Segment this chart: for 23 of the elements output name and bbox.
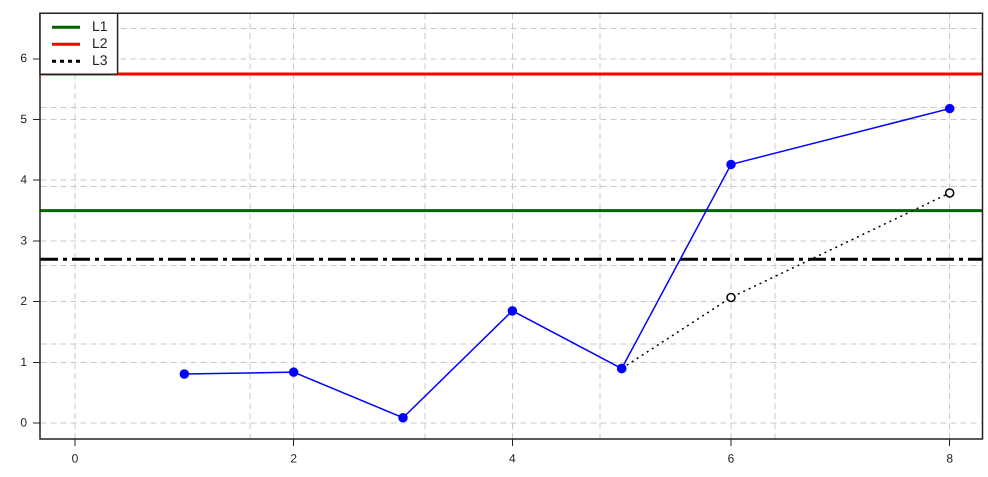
y-tick-label: 1 [20,354,28,369]
legend-label: L2 [92,35,108,52]
point [726,292,736,302]
x-tick-label: 2 [290,452,298,466]
y-tick-label: 3 [20,233,28,248]
x-tick-label: 0 [72,452,79,466]
legend-label: L1 [92,18,108,34]
x-tick-label: 6 [728,452,735,466]
y-tick-label: 2 [20,294,28,308]
y-tick-label: 5 [20,112,28,126]
point [288,367,298,377]
point [726,160,736,170]
y-tick-label: 0 [20,416,28,430]
y-tick-label: 4 [20,172,28,187]
point [398,412,408,422]
y-tick-label: 6 [20,51,28,66]
legend-label: L3 [92,52,108,68]
x-tick-label: 8 [946,452,954,466]
point [180,369,190,379]
point [508,306,518,316]
point [944,104,954,114]
x-tick-label: 4 [509,452,516,466]
point [944,188,954,198]
